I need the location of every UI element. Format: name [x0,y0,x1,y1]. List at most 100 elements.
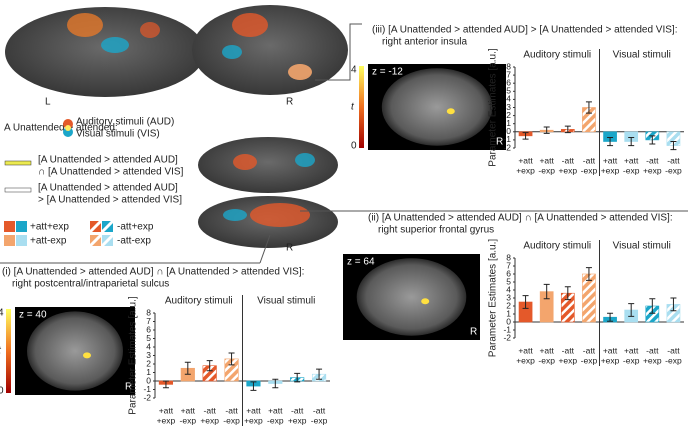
error-bar [250,381,257,391]
x-tick-label: +att [518,345,533,355]
error-bar [628,136,635,147]
legend-aud: Auditory stimuli (AUD) [76,117,174,128]
group-label: Visual stimuli [613,50,671,61]
hemisphere-label: R [286,97,293,108]
y-tick-label: 3 [506,102,511,112]
x-tick-label: -att [204,405,217,415]
legend-condition: -att+exp [117,222,154,233]
error-bar [649,298,656,314]
y-axis-label: Parameter Estimates [a.u.] [488,48,499,167]
hemisphere-label: L [45,97,51,108]
slice-side: R [470,327,477,338]
legend-diff: > [A Unattended > attended VIS] [38,195,182,206]
y-tick-label: 6 [506,77,511,87]
legend-condition: +att-exp [30,236,67,247]
y-tick-label: 1 [506,118,511,128]
x-tick-label: +exp [157,415,176,425]
error-bar [607,312,614,322]
x-tick-label: +att [159,405,174,415]
error-bar [272,378,279,389]
legend-condition: +att+exp [30,222,69,233]
y-tick-label: 3 [506,292,511,302]
colorbar [359,66,364,148]
legend-title: A Unattended > attended: [4,123,118,134]
x-tick-label: +att [268,405,283,415]
x-tick-label: +exp [558,165,577,175]
x-tick-label: +att [539,155,554,165]
y-tick-label: -1 [503,324,511,334]
slice-blob [83,352,91,359]
y-tick-label: -1 [143,384,151,394]
panel-subtitle: right postcentral/intraparietal sulcus [12,279,169,290]
panel-subtitle: right superior frontal gyrus [378,225,494,236]
y-tick-label: -1 [503,134,511,144]
x-tick-label: -att [562,345,575,355]
connector-lines [0,23,688,264]
y-tick-label: -2 [143,392,151,402]
y-tick-label: 3 [146,350,151,360]
x-tick-label: -att [313,405,326,415]
y-tick-label: 4 [506,284,511,294]
legend-conj: [A Unattended > attended AUD] [38,155,178,166]
error-bar [585,101,592,114]
error-bar [585,267,592,281]
group-label: Auditory stimuli [523,241,591,252]
y-tick-label: 6 [506,268,511,278]
y-tick-label: 0 [506,316,511,326]
x-tick-label: +att [246,405,261,415]
x-tick-label: -exp [223,415,240,425]
slice-side: R [125,382,132,393]
y-tick-label: 5 [506,86,511,96]
group-label: Auditory stimuli [165,296,233,307]
x-tick-label: -exp [581,355,598,365]
x-tick-label: +exp [643,165,662,175]
x-tick-label: +att [181,405,196,415]
y-tick-label: 4 [146,341,151,351]
x-tick-label: +exp [558,355,577,365]
error-bar [607,136,614,147]
x-tick-label: -exp [665,355,682,365]
error-bar [162,380,169,389]
x-tick-label: +att [624,345,639,355]
x-tick-label: +exp [643,355,662,365]
panel-title: (i) [A Unattended > attended AUD] ∩ [A U… [2,267,304,278]
y-axis-label: Parameter Estimates [a.u.] [128,296,139,415]
x-tick-label: -exp [623,355,640,365]
x-tick-label: +exp [288,415,307,425]
y-tick-label: 6 [146,324,151,334]
y-tick-label: 2 [506,110,511,120]
y-tick-label: 5 [146,333,151,343]
error-bar [206,360,213,372]
error-bar [670,141,677,151]
x-tick-label: -att [646,345,659,355]
panel-subtitle: right anterior insula [382,37,467,48]
y-tick-label: 8 [146,307,151,317]
colorbar-max: 4 [351,65,357,76]
error-bar [522,132,529,140]
y-tick-label: 7 [506,260,511,270]
error-bar [564,286,571,301]
y-tick-label: 2 [146,358,151,368]
x-tick-label: +att [603,155,618,165]
x-tick-label: -att [646,155,659,165]
group-label: Auditory stimuli [523,50,591,61]
error-bar [522,295,529,309]
error-bar [564,125,571,134]
colorbar-max: 4 [0,308,4,319]
x-tick-label: +att [539,345,554,355]
legend-condition: -att-exp [117,236,151,247]
slice-label: z = 64 [347,257,375,268]
y-tick-label: 7 [506,69,511,79]
slice-label: z = 40 [19,310,47,321]
x-tick-label: -att [667,155,680,165]
x-tick-label: -exp [665,165,682,175]
y-tick-label: 1 [506,308,511,318]
error-bar [294,372,301,383]
y-tick-label: 0 [146,375,151,385]
x-tick-label: -att [562,155,575,165]
y-tick-label: 4 [506,94,511,104]
x-tick-label: +att [518,155,533,165]
error-bar [649,135,656,145]
x-tick-label: +exp [516,165,535,175]
